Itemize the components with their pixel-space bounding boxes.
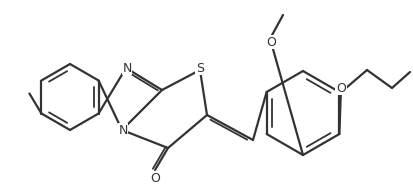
Text: O: O <box>150 171 160 184</box>
Text: N: N <box>118 124 128 137</box>
Text: O: O <box>266 36 276 48</box>
Text: N: N <box>122 61 132 74</box>
Text: S: S <box>196 61 204 74</box>
Text: O: O <box>336 81 346 94</box>
